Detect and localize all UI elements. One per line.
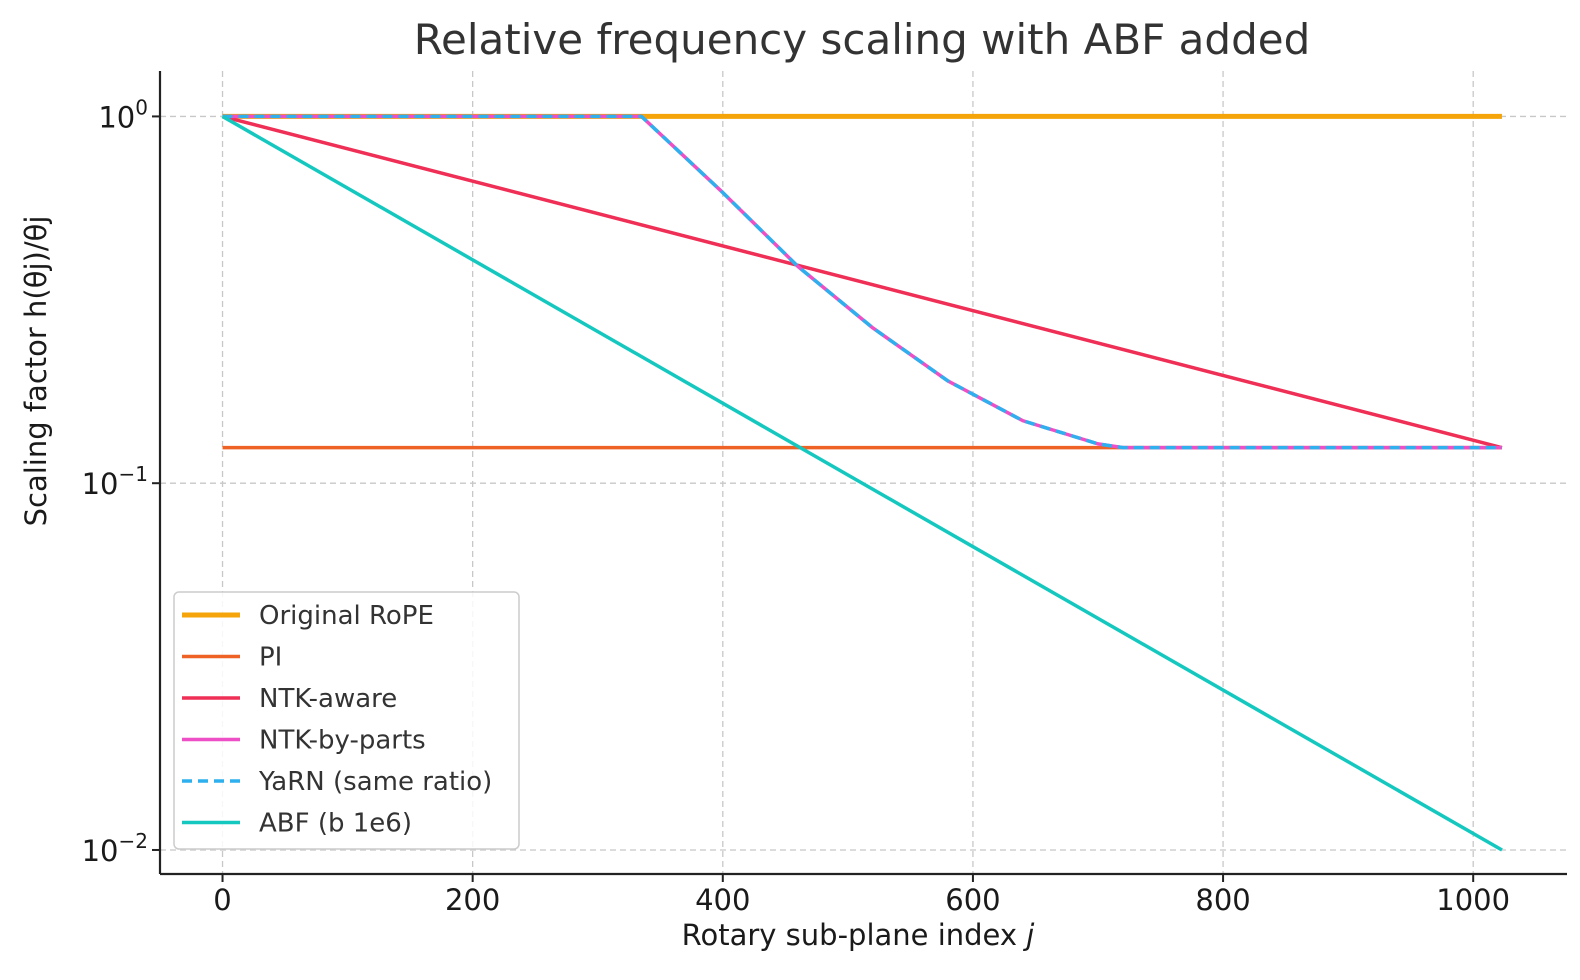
y-tick-label: 10−2 bbox=[82, 829, 148, 868]
x-tick-label: 0 bbox=[213, 883, 231, 917]
axes bbox=[158, 71, 1567, 876]
series-line-abf-b-1e6 bbox=[221, 114, 1503, 852]
x-tick-label: 600 bbox=[945, 883, 1000, 917]
x-tick-label: 1000 bbox=[1436, 883, 1510, 917]
y-tick-label: 10−1 bbox=[82, 462, 148, 501]
legend: Original RoPE PI NTK-aware NTK-by-parts YaRN… bbox=[173, 591, 520, 850]
legend-label: NTK-aware bbox=[259, 684, 397, 714]
y-axis-label: Scaling factor h(θj)/θj bbox=[19, 216, 53, 527]
x-tick-label: 200 bbox=[445, 883, 500, 917]
x-tick-label: 400 bbox=[695, 883, 750, 917]
ticks: 0 200 400 600 800 1000 100 10−1 10−2 bbox=[82, 95, 1510, 917]
legend-label: PI bbox=[259, 643, 282, 673]
series-line-yarn-same-ratio bbox=[222, 114, 1502, 450]
y-tick-label: 100 bbox=[98, 95, 148, 134]
series-line-ntk-aware bbox=[222, 114, 1503, 450]
x-axis-label: Rotary sub-plane index j bbox=[682, 918, 1036, 952]
legend-label: Original RoPE bbox=[259, 601, 434, 631]
legend-label: YaRN (same ratio) bbox=[258, 767, 492, 797]
legend-label: NTK-by-parts bbox=[259, 726, 426, 756]
chart-title: Relative frequency scaling with ABF adde… bbox=[414, 15, 1310, 64]
legend-label: ABF (b 1e6) bbox=[259, 809, 412, 839]
series-lines bbox=[221, 113, 1503, 852]
legend-box bbox=[173, 591, 520, 850]
x-tick-label: 800 bbox=[1195, 883, 1250, 917]
